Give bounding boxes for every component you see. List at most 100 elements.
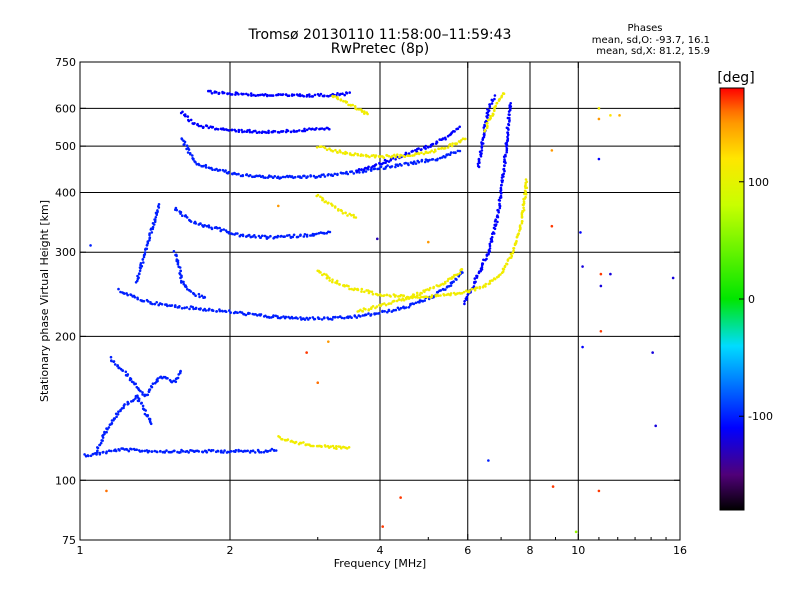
echo-point: [364, 170, 368, 173]
echo-point: [335, 279, 339, 283]
echo-point: [331, 444, 335, 448]
echo-point: [403, 155, 407, 158]
echo-point: [132, 398, 135, 402]
echo-point: [98, 443, 101, 447]
echo-point: [488, 244, 492, 248]
echo-point: [478, 285, 482, 289]
echo-point: [305, 93, 309, 97]
echo-point: [426, 295, 429, 299]
echo-point: [394, 165, 397, 169]
echo-point: [496, 220, 499, 224]
echo-point: [328, 127, 331, 131]
echo-point: [106, 427, 109, 431]
echo-point: [145, 244, 149, 247]
echo-point: [207, 448, 211, 452]
echo-point: [323, 232, 326, 235]
echo-point: [203, 296, 207, 299]
echo-point: [270, 447, 274, 451]
echo-point: [511, 251, 515, 255]
echo-point: [158, 450, 162, 453]
echo-point: [597, 117, 601, 121]
echo-point: [398, 298, 401, 301]
echo-point: [444, 288, 447, 291]
echo-point: [221, 310, 224, 313]
echo-point: [387, 302, 391, 305]
echo-point: [305, 351, 308, 354]
echo-point: [103, 430, 106, 434]
echo-point: [247, 233, 251, 237]
echo-point: [267, 236, 270, 239]
echo-point: [331, 174, 335, 177]
echo-point: [150, 231, 154, 234]
echo-point: [368, 290, 372, 293]
echo-point: [456, 127, 460, 130]
echo-point: [420, 158, 424, 162]
echo-point: [185, 216, 189, 219]
echo-point: [260, 451, 263, 454]
echo-point: [259, 313, 263, 316]
echo-point: [143, 253, 147, 256]
echo-point: [505, 262, 508, 266]
echo-point: [286, 438, 290, 441]
echo-point: [194, 306, 198, 310]
echo-point: [218, 309, 222, 313]
echo-point: [125, 448, 129, 451]
echo-point: [385, 159, 389, 163]
echo-point: [369, 169, 373, 172]
echo-point: [229, 450, 233, 453]
echo-point: [350, 214, 353, 217]
echo-point: [261, 234, 264, 238]
echo-point: [222, 228, 226, 231]
echo-point: [331, 149, 335, 153]
echo-point: [183, 306, 186, 310]
echo-point: [268, 174, 271, 177]
echo-point: [346, 172, 350, 176]
echo-point: [507, 113, 511, 116]
echo-point: [320, 127, 324, 130]
echo-point: [463, 300, 466, 303]
echo-point: [402, 294, 406, 298]
echo-point: [123, 403, 126, 406]
echo-point: [483, 123, 486, 127]
echo-point: [412, 293, 416, 297]
echo-point: [151, 302, 154, 306]
echo-point: [490, 102, 494, 105]
colorbar-label: [deg]: [717, 70, 754, 86]
x-tick-label: 10: [571, 544, 585, 557]
echo-point: [222, 128, 226, 131]
phases-heading: Phases: [627, 23, 662, 34]
echo-point: [108, 449, 111, 453]
echo-point: [394, 294, 397, 297]
echo-point: [276, 234, 280, 238]
echo-point: [455, 142, 459, 145]
echo-point: [336, 97, 340, 101]
echo-point: [189, 118, 193, 122]
echo-point: [396, 153, 399, 156]
chart-subtitle: RwPretec (8p): [331, 41, 429, 57]
echo-point: [102, 450, 105, 454]
echo-point: [205, 124, 209, 128]
echo-point: [454, 277, 457, 281]
echo-trace: [277, 435, 351, 451]
echo-point: [505, 141, 509, 144]
echo-point: [279, 176, 283, 179]
echo-point: [493, 277, 497, 281]
echo-point: [483, 133, 486, 137]
echo-point: [320, 145, 323, 148]
echo-trace: [174, 206, 332, 240]
echo-point: [237, 172, 240, 176]
echo-point: [499, 191, 503, 195]
echo-point: [341, 151, 345, 155]
echo-point: [451, 142, 454, 145]
echo-point: [305, 235, 309, 238]
echo-point: [173, 379, 176, 383]
phase-x-stats: mean, sd,X: 81.2, 15.9: [596, 46, 710, 57]
echo-point: [437, 147, 440, 150]
echo-point: [204, 166, 208, 169]
echo-point: [163, 451, 167, 454]
echo-point: [292, 93, 296, 97]
echo-point: [140, 449, 144, 453]
echo-point: [325, 148, 329, 152]
echo-point: [449, 292, 453, 295]
echo-point: [420, 291, 424, 295]
